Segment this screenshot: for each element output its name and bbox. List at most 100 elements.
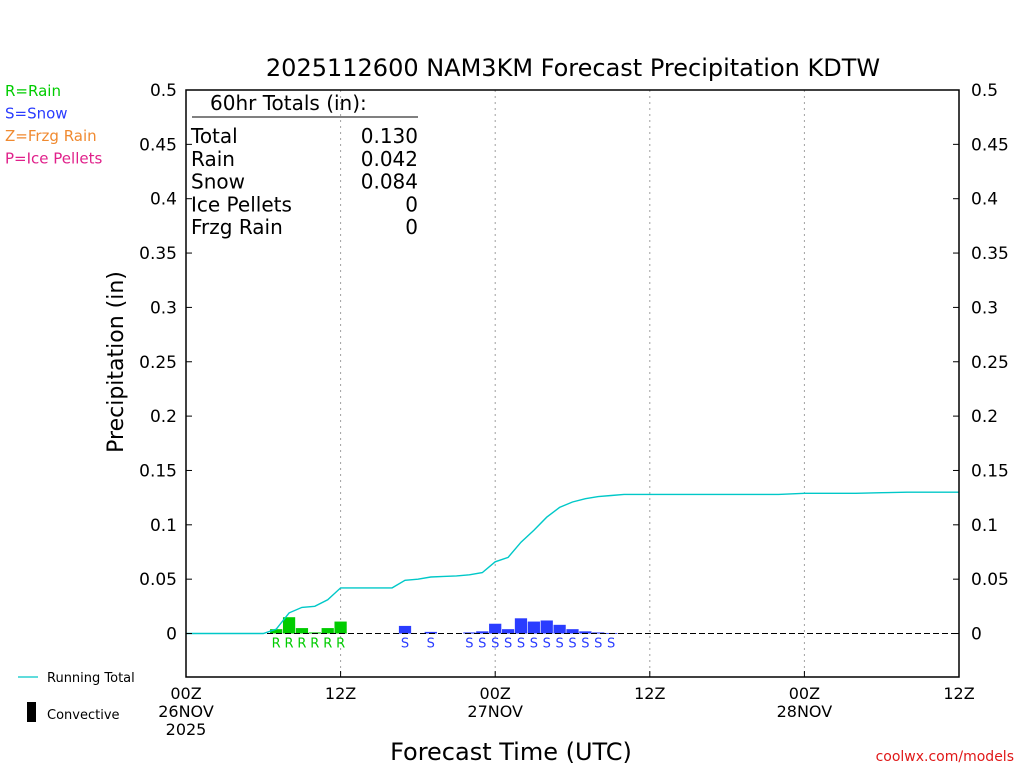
y-tick-label: 0.15 bbox=[139, 461, 177, 481]
precip-type-marker: S bbox=[491, 637, 499, 652]
totals-row-value: 0 bbox=[405, 215, 418, 239]
precip-type-marker: S bbox=[478, 637, 486, 652]
precip-bar bbox=[579, 631, 592, 634]
precip-type-marker: S bbox=[504, 637, 512, 652]
legend-entry-4: P=Ice Pellets bbox=[5, 150, 102, 168]
precip-type-marker: R bbox=[272, 637, 281, 652]
precip-type-legend: R=Rain S=Snow Z=Frzg Rain P=Ice Pellets bbox=[5, 82, 102, 168]
precip-bar bbox=[463, 632, 476, 634]
precip-bar bbox=[489, 623, 502, 634]
totals-row-label: Ice Pellets bbox=[191, 192, 292, 216]
precip-type-marker: S bbox=[517, 637, 525, 652]
y-tick-label: 0.4 bbox=[150, 190, 177, 210]
precip-bar bbox=[398, 625, 412, 634]
totals-row-value: 0.084 bbox=[361, 170, 418, 194]
precip-type-marker: R bbox=[323, 637, 332, 652]
plot-frame bbox=[185, 89, 960, 678]
x-axis-label: Forecast Time (UTC) bbox=[390, 738, 632, 766]
precip-type-marker: S bbox=[594, 637, 602, 652]
precip-type-marker: S bbox=[401, 637, 409, 652]
running-total-line bbox=[186, 491, 959, 635]
y-tick-label: 0.35 bbox=[139, 244, 177, 264]
convective-legend-label: Convective bbox=[47, 708, 120, 723]
y-tick-label-right: 0.1 bbox=[971, 516, 998, 536]
totals-row-value: 0.042 bbox=[361, 147, 418, 171]
y-tick-label-right: 0 bbox=[971, 625, 982, 645]
precip-type-marker: R bbox=[297, 637, 306, 652]
y-tick-label-right: 0.05 bbox=[971, 570, 1009, 590]
precip-type-marker: S bbox=[465, 637, 473, 652]
precip-bar bbox=[282, 617, 296, 634]
precip-bar bbox=[308, 632, 321, 634]
precip-bar bbox=[501, 629, 515, 634]
y-axis-label: Precipitation (in) bbox=[104, 271, 129, 453]
precip-type-marker: S bbox=[427, 637, 435, 652]
precip-bar bbox=[514, 618, 528, 634]
precip-bar bbox=[476, 631, 489, 634]
precip-bar bbox=[566, 629, 579, 634]
x-tick-label: 2025 bbox=[166, 720, 207, 739]
y-tick-label-right: 0.15 bbox=[971, 461, 1009, 481]
x-tick-label: 12Z bbox=[634, 684, 665, 703]
precip-bar bbox=[321, 628, 334, 634]
precip-bar bbox=[334, 621, 347, 634]
precip-bar bbox=[527, 621, 540, 634]
precip-bar bbox=[270, 629, 283, 634]
x-tick-label: 00Z bbox=[480, 684, 511, 703]
precip-type-marker: R bbox=[336, 637, 345, 652]
y-tick-label-right: 0.5 bbox=[971, 81, 998, 101]
convective-legend-swatch bbox=[27, 702, 36, 722]
y-tick-label: 0.1 bbox=[150, 516, 177, 536]
x-tick-label: 12Z bbox=[943, 684, 974, 703]
credit-text: coolwx.com/models bbox=[876, 749, 1014, 765]
y-tick-label-right: 0.3 bbox=[971, 298, 998, 318]
y-tick-label: 0.2 bbox=[150, 407, 177, 427]
precip-bar bbox=[553, 624, 566, 634]
totals-box: 60hr Totals (in): Total 0.130 Rain 0.042 Sno… bbox=[190, 91, 418, 239]
chart-title: 2025112600 NAM3KM Forecast Precipitation… bbox=[266, 54, 880, 82]
precip-type-marker: S bbox=[530, 637, 538, 652]
y-tick-label-right: 0.2 bbox=[971, 407, 998, 427]
precip-bar bbox=[540, 620, 553, 634]
legend-entry-3: Z=Frzg Rain bbox=[5, 127, 97, 145]
y-tick-label-right: 0.4 bbox=[971, 190, 998, 210]
x-tick-label: 26NOV bbox=[158, 702, 214, 721]
legend-entry-2: S=Snow bbox=[5, 105, 68, 123]
precip-type-marker: S bbox=[555, 637, 563, 652]
grid-lines bbox=[340, 90, 805, 677]
x-tick-label: 00Z bbox=[789, 684, 820, 703]
precip-bars bbox=[270, 617, 618, 634]
precip-bar bbox=[424, 631, 437, 634]
totals-rows: Total 0.130 Rain 0.042 Snow 0.084 Ice Pellets 0… bbox=[190, 124, 418, 239]
x-tick-label: 28NOV bbox=[777, 702, 833, 721]
totals-heading: 60hr Totals (in): bbox=[210, 91, 367, 115]
precip-type-marker: S bbox=[543, 637, 551, 652]
precip-type-marker: S bbox=[581, 637, 589, 652]
y-tick-label: 0.3 bbox=[150, 298, 177, 318]
precip-type-marker: R bbox=[310, 637, 319, 652]
y-tick-label: 0.05 bbox=[139, 570, 177, 590]
totals-row-label: Snow bbox=[191, 170, 245, 194]
y-tick-label: 0.45 bbox=[139, 135, 177, 155]
y-tick-label-right: 0.35 bbox=[971, 244, 1009, 264]
precip-type-marker: S bbox=[607, 637, 615, 652]
y-tick-label: 0.5 bbox=[150, 81, 177, 101]
totals-row-value: 0.130 bbox=[361, 124, 418, 148]
precip-bar bbox=[592, 632, 605, 634]
totals-row-label: Frzg Rain bbox=[191, 215, 283, 239]
x-tick-label: 12Z bbox=[325, 684, 356, 703]
totals-row-value: 0 bbox=[405, 192, 418, 216]
y-axis-ticks: 0 00.05 0.050.1 0.10.15 0.150.2 0.20.25 0.250.… bbox=[139, 81, 1009, 645]
precip-bar bbox=[295, 628, 309, 634]
y-tick-label: 0.25 bbox=[139, 353, 177, 373]
y-tick-label-right: 0.25 bbox=[971, 353, 1009, 373]
running-total-legend-label: Running Total bbox=[47, 671, 135, 686]
x-tick-label: 00Z bbox=[170, 684, 201, 703]
totals-row-label: Total bbox=[190, 124, 238, 148]
precip-type-marker: S bbox=[568, 637, 576, 652]
totals-row-label: Rain bbox=[191, 147, 235, 171]
y-tick-label-right: 0.45 bbox=[971, 135, 1009, 155]
